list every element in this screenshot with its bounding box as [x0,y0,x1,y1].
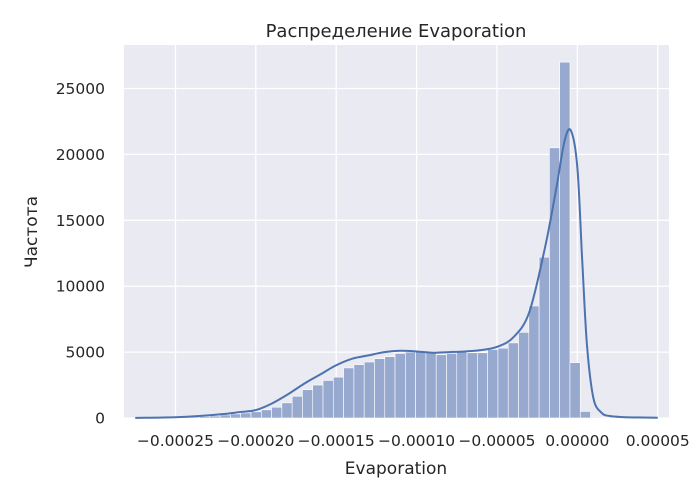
histogram-bar-37 [528,305,540,419]
histogram-bar-11 [260,409,272,419]
histogram-bar-16 [312,384,324,419]
histogram-bar-19 [343,367,355,419]
histogram-bar-38 [538,256,550,419]
histogram-bar-41 [569,362,581,419]
x-tick-label-4: −0.00005 [458,432,535,450]
y-axis-label: Частота [22,196,42,268]
histogram-bar-20 [353,364,365,419]
x-axis-label: Evaporation [345,459,447,479]
y-tick-label-5: 25000 [56,80,105,98]
histogram-bar-6 [209,415,221,419]
histogram-bar-29 [446,353,458,419]
histogram-bar-10 [250,411,262,419]
histogram-bar-39 [549,147,560,419]
histogram-bar-31 [466,352,478,419]
histogram-bar-12 [271,406,283,419]
kde-curve [135,128,658,419]
x-tick-label-2: −0.00015 [298,432,375,450]
histogram-bar-22 [374,358,386,419]
histogram-bar-15 [302,389,314,419]
histogram-bar-43 [590,416,602,419]
x-tick-label-0: −0.00025 [137,432,214,450]
y-tick-label-2: 10000 [56,278,105,296]
y-tick-label-0: 0 [95,410,105,428]
y-tick-labels: 0 5000 10000 15000 20000 25000 [56,80,105,428]
y-tick-label-1: 5000 [66,344,105,362]
histogram-bar-9 [240,412,252,419]
histogram-bar-18 [333,376,344,419]
histogram-bar-23 [384,356,396,419]
x-tick-label-1: −0.00020 [217,432,294,450]
histogram-bar-13 [281,402,293,419]
histogram-bar-30 [456,351,468,419]
histogram-bar-7 [219,414,231,419]
histogram-bar-40 [559,61,571,419]
chart-title: Распределение Evaporation [266,21,527,42]
histogram-bar-28 [435,354,447,419]
histogram-bar-17 [322,380,334,419]
histogram-bar-26 [415,351,427,419]
histogram-bar-14 [291,395,303,419]
y-tick-label-4: 20000 [56,146,105,164]
histogram-bar-21 [363,361,375,419]
histogram-bar-34 [497,347,509,419]
histogram-bar-27 [425,352,437,419]
x-tick-labels: −0.00025 −0.00020 −0.00015 −0.00010 −0.00005… [137,432,690,450]
histogram-bar-35 [507,342,519,419]
x-tick-label-3: −0.00010 [378,432,455,450]
histogram-bars [147,61,663,419]
histogram-bar-33 [487,349,499,419]
histogram-bar-36 [518,332,530,419]
histogram-bar-24 [394,353,406,419]
histogram-bar-32 [477,352,488,419]
histogram-bar-25 [405,351,416,419]
histogram-bar-42 [579,411,591,419]
x-tick-label-6: 0.00005 [626,432,690,450]
histogram-bar-8 [230,413,242,419]
y-tick-label-3: 15000 [56,212,105,230]
x-tick-label-5: 0.00000 [545,432,609,450]
